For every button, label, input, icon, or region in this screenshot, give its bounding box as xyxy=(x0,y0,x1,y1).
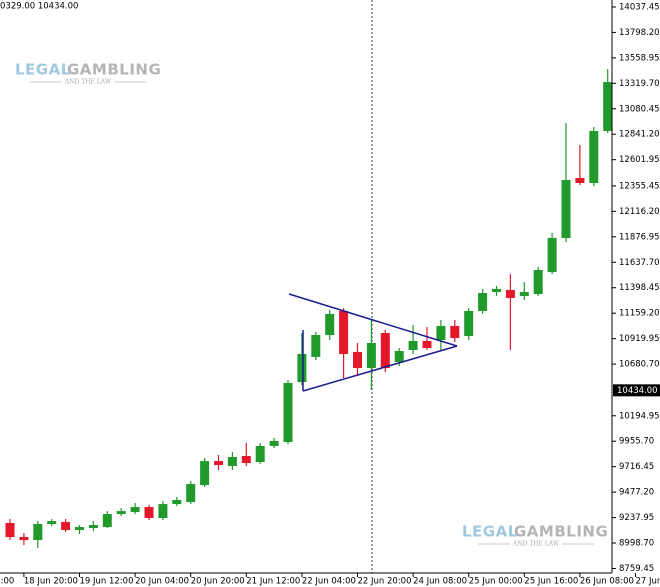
y-tick-label: 11637.70 xyxy=(619,258,660,268)
y-tick-label: 13798.20 xyxy=(619,28,660,38)
y-tick-label: 10919.95 xyxy=(619,334,660,344)
watermark-brand: LEGAL xyxy=(462,523,518,541)
candle-body xyxy=(214,461,223,466)
watermark-bottom: LEGAL GAMBLING AND THE LAW xyxy=(462,523,608,548)
y-tick-label: 13319.70 xyxy=(619,79,660,89)
candle-body xyxy=(255,445,265,463)
candle-body xyxy=(519,292,529,296)
watermark-tagline: AND THE LAW xyxy=(64,79,112,86)
candle-body xyxy=(422,340,432,348)
candle-body xyxy=(5,522,15,538)
y-tick-label: 12116.20 xyxy=(619,207,660,217)
watermark-top: LEGAL GAMBLING AND THE LAW xyxy=(15,61,161,86)
y-tick-label: 9237.95 xyxy=(619,513,654,523)
candle-body xyxy=(102,514,112,528)
candle-body xyxy=(88,525,98,528)
candle-body xyxy=(450,325,460,338)
candle-body xyxy=(33,524,43,541)
candle-body xyxy=(311,335,321,357)
current-price-label: 10434.00 xyxy=(617,386,658,396)
candle-body xyxy=(353,351,362,368)
y-tick-label: 14037.45 xyxy=(619,2,660,12)
trendline xyxy=(288,293,458,347)
candle-body xyxy=(394,350,404,363)
candle-body xyxy=(561,180,571,238)
candle-body xyxy=(283,382,293,443)
candle-body xyxy=(130,507,140,513)
x-tick-label: 26 Jun 08:00 xyxy=(580,577,634,587)
y-tick-label: 10680.70 xyxy=(619,360,660,370)
watermark-brand: LEGAL xyxy=(15,61,71,79)
x-tick-label: 22 Jun 04:00 xyxy=(302,577,356,587)
candle-body xyxy=(227,457,237,466)
x-tick-label: 20 Jun 04:00 xyxy=(135,577,189,587)
x-tick-label: 20 Jun 20:00 xyxy=(191,577,245,587)
candle-body xyxy=(325,313,335,336)
candle-body xyxy=(366,342,376,368)
candle-body xyxy=(380,332,390,368)
current-price-box xyxy=(613,384,660,397)
candle-body xyxy=(533,270,543,295)
x-tick-label: 27 Jun xyxy=(636,577,660,587)
candle-body xyxy=(478,292,488,311)
y-tick-label: 12355.45 xyxy=(619,181,660,191)
candle-body xyxy=(505,290,515,298)
candle-body xyxy=(575,177,585,183)
x-tick-label: 19 Jun 12:00 xyxy=(80,577,134,587)
x-tick-label: 18 Jun 20:00 xyxy=(24,577,78,587)
triangle-pattern xyxy=(288,293,458,392)
candle-body xyxy=(200,461,210,486)
y-tick-label: 13558.95 xyxy=(619,53,660,63)
candle-body xyxy=(589,130,599,183)
candle-body xyxy=(19,537,29,541)
watermark-brand: GAMBLING xyxy=(514,523,608,541)
x-tick-label: 4:00 xyxy=(0,577,14,587)
candle-body xyxy=(172,500,182,505)
y-tick-label: 9955.70 xyxy=(619,437,654,447)
watermark-tagline: AND THE LAW xyxy=(512,541,560,548)
candle-body xyxy=(603,82,613,131)
candles xyxy=(5,69,613,548)
y-tick-label: 9716.45 xyxy=(619,462,654,472)
trendline xyxy=(302,345,458,392)
x-tick-label: 21 Jun 12:00 xyxy=(246,577,300,587)
y-tick-label: 11876.95 xyxy=(619,232,660,242)
candle-body xyxy=(75,527,84,531)
candle-body xyxy=(241,455,251,463)
x-tick-label: 25 Jun 00:00 xyxy=(469,577,523,587)
y-tick-label: 8759.45 xyxy=(619,564,654,574)
candle-body xyxy=(158,504,168,518)
y-tick-label: 13080.45 xyxy=(619,104,660,114)
y-tick-label: 12601.95 xyxy=(619,155,660,165)
x-tick-label: 25 Jun 16:00 xyxy=(524,577,578,587)
candle-body xyxy=(464,310,474,336)
candle-body xyxy=(47,521,57,525)
candle-body xyxy=(408,340,418,351)
candle-body xyxy=(61,522,71,531)
candle-body xyxy=(492,288,501,293)
y-tick-label: 11159.20 xyxy=(619,309,660,319)
y-tick-label: 11398.45 xyxy=(619,283,660,293)
candle-body xyxy=(269,440,279,446)
watermark-brand: GAMBLING xyxy=(67,61,161,79)
candle-body xyxy=(116,511,126,515)
header-text: 0329.00 10434.00 xyxy=(0,2,78,12)
x-tick-label: 24 Jun 08:00 xyxy=(413,577,467,587)
candle-body xyxy=(144,507,154,518)
y-tick-label: 9477.20 xyxy=(619,488,654,498)
candle-body xyxy=(436,325,446,341)
candle-body xyxy=(339,310,349,354)
y-tick-label: 8998.70 xyxy=(619,539,654,549)
candle-body xyxy=(547,237,557,273)
y-tick-label: 12841.20 xyxy=(619,130,660,140)
x-tick-label: 22 Jun 20:00 xyxy=(358,577,412,587)
candle-body xyxy=(297,353,307,383)
y-tick-label: 10194.95 xyxy=(619,411,660,421)
candle-body xyxy=(186,484,196,503)
